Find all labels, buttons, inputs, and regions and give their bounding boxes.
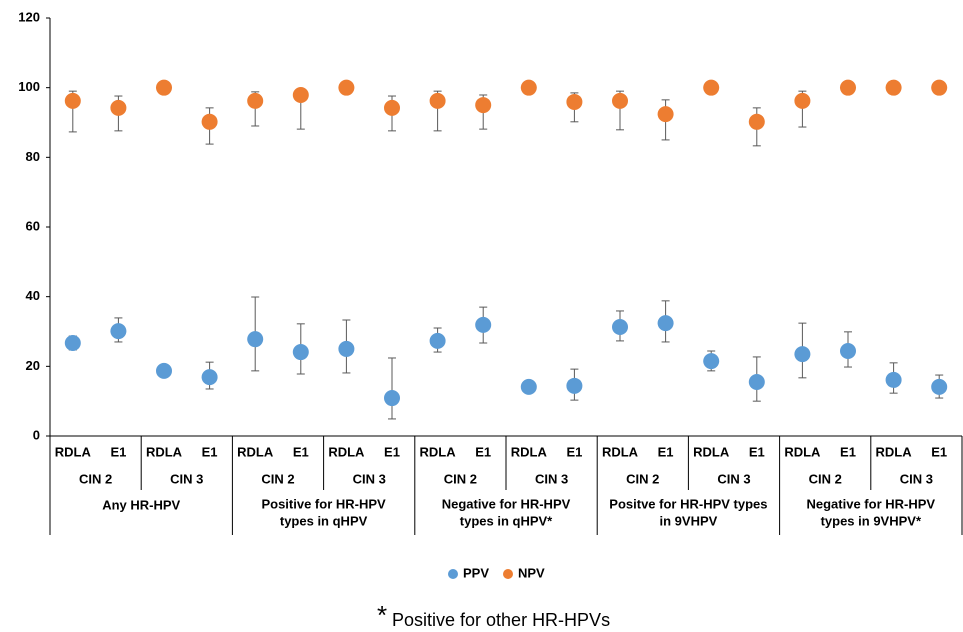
x-tick-label: RDLA [511,444,548,459]
legend-marker [448,569,458,579]
marker [247,331,264,348]
marker [338,340,355,357]
marker [110,323,127,340]
legend-label: PPV [463,565,489,580]
marker [931,378,948,395]
group-label: types in qHPV [280,513,368,528]
marker [612,92,628,109]
marker [429,332,446,349]
x-tick-label: RDLA [602,444,639,459]
x-tick-label: RDLA [237,444,274,459]
x-tick-label: E1 [110,444,126,459]
marker [703,353,720,370]
marker [885,371,902,388]
x-tick-label: RDLA [55,444,92,459]
subgroup-label: CIN 2 [626,471,659,486]
marker [748,374,765,391]
group-label: Positive for HR-HPV [261,496,386,511]
footnote-symbol: * [377,600,387,630]
subgroup-label: CIN 2 [809,471,842,486]
marker [840,79,856,96]
x-tick-label: E1 [658,444,674,459]
marker [64,92,81,109]
marker [338,79,355,96]
x-tick-label: E1 [293,444,309,459]
marker [201,113,218,130]
marker [703,79,720,96]
marker [931,79,948,96]
group-label: Negative for HR-HPV [442,496,571,511]
marker [156,79,172,96]
marker [840,343,856,360]
marker [885,79,902,96]
y-tick-label: 60 [26,218,40,233]
marker [384,99,400,116]
group-label: Positve for HR-HPV types [609,496,767,511]
marker [292,344,309,361]
y-tick-label: 80 [26,149,40,164]
x-tick-label: E1 [931,444,947,459]
subgroup-label: CIN 2 [261,471,294,486]
legend-label: NPV [518,565,545,580]
subgroup-label: CIN 3 [535,471,568,486]
footnote: Positive for other HR-HPVs [392,610,610,630]
subgroup-label: CIN 3 [900,471,933,486]
subgroup-label: CIN 2 [444,471,477,486]
error-bar [388,357,396,420]
x-tick-label: RDLA [784,444,821,459]
x-tick-label: E1 [566,444,582,459]
y-tick-label: 100 [18,79,40,94]
marker [566,93,583,110]
marker [794,92,811,109]
x-tick-label: RDLA [420,444,457,459]
group-label: types in 9VHPV* [821,513,922,528]
marker [429,92,446,109]
group-label: types in qHPV* [460,513,553,528]
marker [475,97,492,114]
subgroup-label: CIN 3 [353,471,386,486]
x-tick-label: RDLA [328,444,365,459]
marker [292,86,309,103]
marker [156,362,172,379]
marker [247,92,264,109]
marker [64,334,81,351]
marker [384,390,400,407]
group-label: Negative for HR-HPV [807,496,936,511]
x-tick-label: E1 [475,444,491,459]
y-tick-label: 120 [18,9,40,24]
marker [657,106,674,123]
marker [110,99,127,116]
marker [748,113,765,130]
x-tick-label: RDLA [146,444,183,459]
group-label: Any HR-HPV [102,497,180,512]
marker [520,378,537,395]
x-tick-label: E1 [749,444,765,459]
marker [657,315,674,332]
x-tick-label: RDLA [876,444,913,459]
legend-marker [503,569,513,579]
subgroup-label: CIN 2 [79,471,112,486]
subgroup-label: CIN 3 [717,471,750,486]
y-tick-label: 40 [26,288,40,303]
x-tick-label: E1 [202,444,218,459]
marker [566,377,583,394]
marker [201,369,218,386]
marker [612,318,628,335]
marker [475,316,492,333]
subgroup-label: CIN 3 [170,471,203,486]
x-tick-label: E1 [384,444,400,459]
x-tick-label: RDLA [693,444,730,459]
marker [794,346,811,363]
x-tick-label: E1 [840,444,856,459]
marker [520,79,537,96]
y-tick-label: 20 [26,358,40,373]
group-label: in 9VHPV [660,513,718,528]
y-tick-label: 0 [33,427,40,442]
